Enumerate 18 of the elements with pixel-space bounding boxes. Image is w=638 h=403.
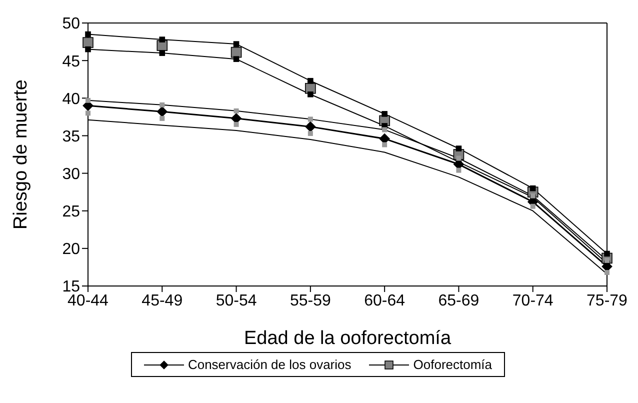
x-tick-label: 65-69 [438,292,480,310]
x-axis-title: Edad de la ooforectomía [244,328,452,349]
y-tick-label: 30 [62,166,80,183]
legend-label: Conservación de los ovarios [188,357,352,372]
x-tick-label: 50-54 [216,292,257,310]
y-tick-label: 40 [62,90,80,108]
y-tick-label: 35 [62,128,80,146]
x-tick-label: 55-59 [290,292,331,310]
x-tick-label: 75-79 [586,292,628,310]
x-tick-label: 70-74 [512,292,554,310]
y-tick-label: 20 [62,241,80,258]
legend-label: Ooforectomía [413,357,492,372]
x-tick-label: 45-49 [142,292,183,310]
y-tick-label: 50 [62,16,80,33]
x-tick-label: 60-64 [364,292,406,310]
y-tick-label: 25 [62,204,80,221]
y-axis-title: Riesgo de muerte [10,80,32,230]
y-tick-label: 45 [62,53,80,70]
